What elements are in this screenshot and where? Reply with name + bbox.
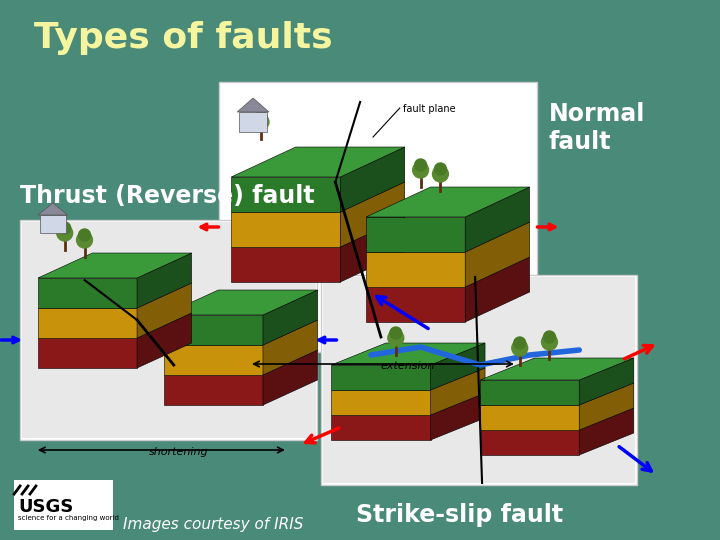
Polygon shape: [38, 278, 137, 308]
Text: extension: extension: [381, 361, 435, 371]
Polygon shape: [38, 253, 192, 278]
Bar: [40, 215, 66, 233]
Polygon shape: [465, 187, 530, 252]
Polygon shape: [431, 343, 485, 390]
Circle shape: [59, 222, 71, 234]
Text: Strike-slip fault: Strike-slip fault: [356, 503, 563, 527]
Polygon shape: [431, 393, 485, 440]
Polygon shape: [480, 430, 579, 455]
Bar: [221, 84, 535, 350]
Circle shape: [388, 330, 404, 346]
Polygon shape: [579, 358, 634, 405]
Polygon shape: [237, 98, 269, 112]
Polygon shape: [431, 368, 485, 415]
Text: Normal
fault: Normal fault: [549, 102, 645, 154]
Text: Images courtesy of IRIS: Images courtesy of IRIS: [123, 517, 304, 532]
Text: USGS: USGS: [18, 498, 73, 516]
Polygon shape: [480, 380, 579, 405]
Polygon shape: [480, 405, 579, 430]
Polygon shape: [137, 253, 192, 308]
Polygon shape: [137, 283, 192, 338]
Circle shape: [415, 159, 426, 171]
Bar: [323, 277, 635, 483]
Circle shape: [253, 114, 269, 130]
Text: fault plane: fault plane: [402, 104, 455, 114]
Circle shape: [514, 337, 526, 349]
Circle shape: [434, 163, 446, 175]
Polygon shape: [341, 182, 405, 247]
Polygon shape: [164, 315, 263, 345]
Circle shape: [76, 232, 92, 248]
Polygon shape: [38, 203, 68, 215]
Polygon shape: [366, 217, 465, 252]
Polygon shape: [231, 212, 341, 247]
Text: science for a changing world: science for a changing world: [18, 515, 119, 521]
Text: Types of faults: Types of faults: [34, 21, 333, 55]
Polygon shape: [331, 415, 431, 440]
Polygon shape: [366, 287, 465, 322]
Polygon shape: [164, 345, 263, 375]
Circle shape: [255, 111, 267, 123]
Polygon shape: [465, 257, 530, 322]
Circle shape: [544, 331, 555, 343]
Circle shape: [390, 327, 402, 339]
Bar: [321, 275, 636, 485]
Circle shape: [433, 166, 449, 182]
Polygon shape: [231, 147, 405, 177]
Polygon shape: [38, 338, 137, 368]
Polygon shape: [263, 290, 318, 345]
Circle shape: [78, 229, 91, 241]
Bar: [239, 112, 267, 132]
Polygon shape: [331, 365, 431, 390]
Bar: [14, 480, 113, 530]
Polygon shape: [480, 358, 634, 380]
Polygon shape: [341, 217, 405, 282]
Bar: [22, 222, 315, 438]
Circle shape: [413, 162, 428, 178]
Polygon shape: [231, 177, 341, 212]
Polygon shape: [38, 308, 137, 338]
Polygon shape: [341, 147, 405, 212]
Text: Thrust (Reverse) fault: Thrust (Reverse) fault: [20, 184, 315, 208]
Bar: [20, 220, 318, 440]
Polygon shape: [263, 350, 318, 405]
Polygon shape: [164, 375, 263, 405]
Polygon shape: [263, 320, 318, 375]
Circle shape: [512, 340, 528, 356]
Polygon shape: [465, 222, 530, 287]
Circle shape: [541, 334, 557, 350]
Polygon shape: [164, 290, 318, 315]
Polygon shape: [231, 247, 341, 282]
Polygon shape: [331, 343, 485, 365]
Polygon shape: [366, 252, 465, 287]
Bar: [220, 82, 536, 352]
Polygon shape: [366, 187, 530, 217]
Polygon shape: [579, 408, 634, 455]
Text: shortening: shortening: [149, 447, 209, 457]
Circle shape: [57, 225, 73, 241]
Polygon shape: [331, 390, 431, 415]
Polygon shape: [137, 313, 192, 368]
Polygon shape: [579, 383, 634, 430]
